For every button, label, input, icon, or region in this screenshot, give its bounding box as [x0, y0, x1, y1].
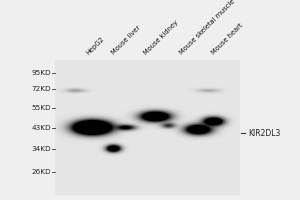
- Text: Mouse skeletal muscle: Mouse skeletal muscle: [178, 0, 236, 56]
- Text: 34KD: 34KD: [32, 146, 51, 152]
- Text: KIR2DL3: KIR2DL3: [248, 129, 280, 138]
- Text: 72KD: 72KD: [32, 86, 51, 92]
- Text: 55KD: 55KD: [32, 105, 51, 111]
- Text: Mouse kidney: Mouse kidney: [143, 19, 180, 56]
- Text: Mouse heart: Mouse heart: [210, 22, 244, 56]
- Text: 26KD: 26KD: [32, 169, 51, 175]
- Text: HepG2: HepG2: [85, 36, 105, 56]
- Text: 43KD: 43KD: [32, 125, 51, 131]
- Text: 95KD: 95KD: [32, 70, 51, 76]
- Text: Mouse liver: Mouse liver: [110, 25, 141, 56]
